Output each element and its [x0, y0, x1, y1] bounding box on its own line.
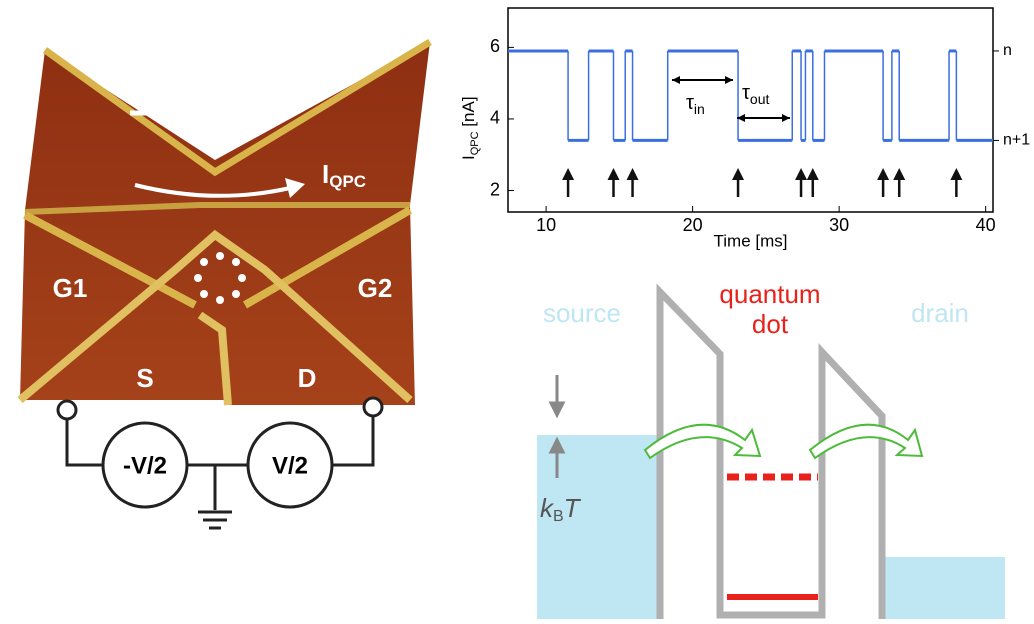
event-arrowhead — [627, 168, 639, 180]
plot-frame — [508, 8, 993, 212]
tau-label: τin — [686, 92, 705, 116]
barrier — [660, 292, 882, 619]
x-tick-label: 30 — [829, 215, 849, 235]
gate-label: P — [209, 128, 226, 158]
tau-label: τout — [742, 82, 769, 106]
x-tick-label: 40 — [976, 215, 996, 235]
event-arrowhead — [807, 168, 819, 180]
y-tick-label: 2 — [490, 179, 500, 199]
x-tick-label: 20 — [683, 215, 703, 235]
y-axis-label: IQPC [nA] — [459, 96, 480, 160]
gate-label: G1 — [53, 273, 88, 303]
tau-subscript: in — [694, 101, 705, 117]
event-arrowhead — [562, 168, 574, 180]
y-tick-label: 6 — [490, 36, 500, 56]
tau-arrowhead — [672, 76, 680, 84]
source-label: source — [543, 298, 621, 328]
event-arrowhead — [795, 168, 807, 180]
event-arrowhead — [607, 168, 619, 180]
tau-symbol: τ — [742, 82, 750, 104]
source-fermi-sea — [537, 435, 657, 619]
x-axis-label: Time [ms] — [714, 231, 788, 250]
tau-symbol: τ — [686, 92, 694, 114]
y-axis-label-part: QPC — [469, 131, 481, 155]
y-axis-label-part: [nA] — [459, 96, 478, 131]
drain-label: drain — [911, 298, 969, 328]
tau-arrowhead — [782, 114, 790, 122]
gate-label: G2 — [358, 273, 393, 303]
event-arrowhead — [893, 168, 905, 180]
tau-subscript: out — [750, 91, 770, 107]
source-label: V/2 — [272, 452, 308, 479]
circuit — [58, 398, 382, 528]
dot-label: dot — [752, 309, 789, 339]
figure: 300 nm P IQPC G1 G2 S D -V/2 V/2 source … — [0, 0, 1034, 619]
lead-label: D — [298, 363, 317, 393]
energy-diagram: source quantum dot drain kBT — [537, 279, 1005, 619]
drain-fermi-sea — [885, 557, 1005, 619]
dot-label: quantum — [719, 279, 820, 309]
scale-label: 300 nm — [117, 75, 207, 105]
event-arrowhead — [877, 168, 889, 180]
tau-arrowhead — [725, 76, 733, 84]
afm-image: 300 nm P IQPC G1 G2 S D — [20, 42, 430, 405]
tunnel-arrow — [810, 425, 922, 458]
x-tick-label: 10 — [536, 215, 556, 235]
event-arrowhead — [950, 168, 962, 180]
source-label: -V/2 — [123, 452, 167, 479]
event-arrowhead — [732, 168, 744, 180]
level-label: n+1 — [1003, 132, 1030, 149]
level-label: n — [1003, 42, 1012, 59]
lead-label: S — [136, 363, 153, 393]
y-tick-label: 4 — [490, 108, 500, 128]
